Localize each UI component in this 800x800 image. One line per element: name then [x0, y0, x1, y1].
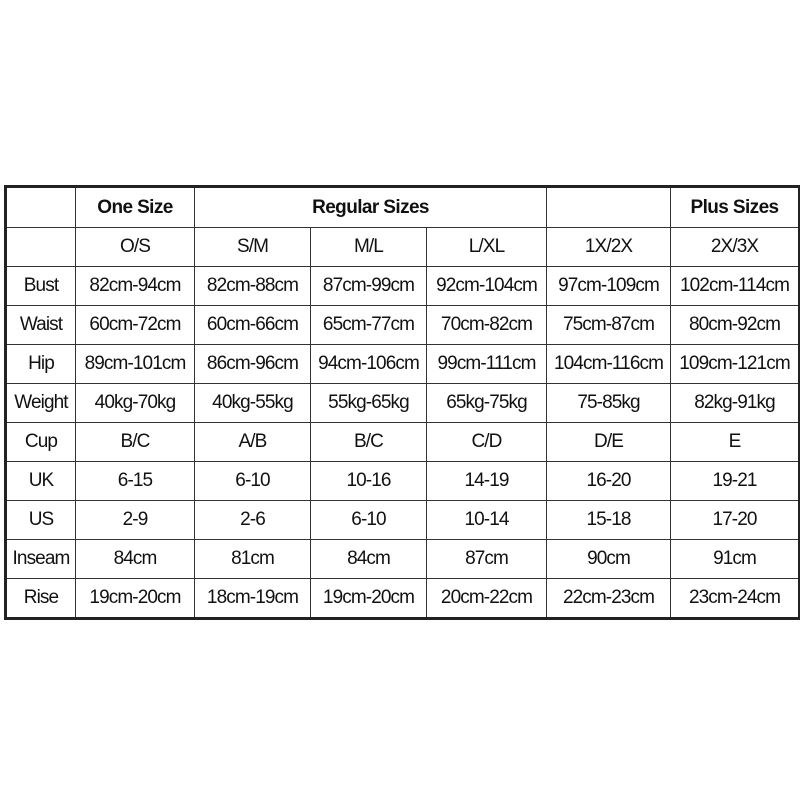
- row-label: UK: [5, 461, 76, 501]
- table-cell: 84cm: [75, 539, 195, 579]
- table-cell: 2-9: [75, 500, 195, 540]
- table-cell: 16-20: [546, 461, 672, 501]
- table-cell: 70cm-82cm: [425, 305, 548, 345]
- table-cell: A/B: [194, 422, 311, 462]
- table-cell: 91cm: [670, 539, 800, 579]
- row-label: Cup: [5, 422, 76, 462]
- table-cell: 97cm-109cm: [546, 266, 672, 306]
- table-cell: 87cm-99cm: [310, 266, 427, 306]
- table-cell: 60cm-66cm: [194, 305, 311, 345]
- table-cell: 81cm: [194, 539, 311, 579]
- table-cell: 6-10: [310, 500, 427, 540]
- table-cell: 55kg-65kg: [310, 383, 427, 423]
- table-row: Hip 89cm-101cm 86cm-96cm 94cm-106cm 99cm-111…: [5, 344, 800, 384]
- group-empty-cell: [546, 186, 672, 228]
- table-cell: 82cm-94cm: [75, 266, 195, 306]
- size-header: M/L: [310, 227, 427, 267]
- corner-cell: [5, 227, 76, 267]
- table-cell: 82kg-91kg: [670, 383, 800, 423]
- table-cell: B/C: [310, 422, 427, 462]
- table-cell: 14-19: [425, 461, 548, 501]
- table-cell: 19cm-20cm: [75, 578, 195, 619]
- table-cell: E: [670, 422, 800, 462]
- table-cell: 19-21: [670, 461, 800, 501]
- table-cell: 65kg-75kg: [425, 383, 548, 423]
- table-cell: 102cm-114cm: [670, 266, 800, 306]
- table-cell: 15-18: [546, 500, 672, 540]
- row-label: US: [5, 500, 76, 540]
- row-label: Bust: [5, 266, 76, 306]
- table-cell: 17-20: [670, 500, 800, 540]
- table-cell: 75-85kg: [546, 383, 672, 423]
- table-cell: 80cm-92cm: [670, 305, 800, 345]
- table-cell: 40kg-70kg: [75, 383, 195, 423]
- size-header: O/S: [75, 227, 195, 267]
- table-row: UK 6-15 6-10 10-16 14-19 16-20 19-21: [5, 461, 800, 501]
- table-row: Rise 19cm-20cm 18cm-19cm 19cm-20cm 20cm-22cm…: [5, 578, 800, 619]
- table-row: Weight 40kg-70kg 40kg-55kg 55kg-65kg 65kg-75…: [5, 383, 800, 423]
- row-label: Weight: [5, 383, 76, 423]
- table-cell: B/C: [75, 422, 195, 462]
- row-label: Inseam: [5, 539, 76, 579]
- size-header: S/M: [194, 227, 311, 267]
- group-one-size: One Size: [75, 186, 195, 228]
- row-label: Hip: [5, 344, 76, 384]
- table-cell: 87cm: [425, 539, 548, 579]
- table-cell: 109cm-121cm: [670, 344, 800, 384]
- table-cell: D/E: [546, 422, 672, 462]
- table-cell: 65cm-77cm: [310, 305, 427, 345]
- table-cell: 20cm-22cm: [425, 578, 548, 619]
- size-header: L/XL: [425, 227, 548, 267]
- table-cell: 99cm-111cm: [425, 344, 548, 384]
- size-header: 1X/2X: [546, 227, 672, 267]
- table-cell: 40kg-55kg: [194, 383, 311, 423]
- table-cell: 86cm-96cm: [194, 344, 311, 384]
- size-chart-table: One Size Regular Sizes Plus Sizes O/S S/…: [4, 185, 800, 620]
- table-row: US 2-9 2-6 6-10 10-14 15-18 17-20: [5, 500, 800, 540]
- size-header-row: O/S S/M M/L L/XL 1X/2X 2X/3X: [5, 227, 800, 267]
- table-cell: 94cm-106cm: [310, 344, 427, 384]
- table-row: Waist 60cm-72cm 60cm-66cm 65cm-77cm 70cm-82c…: [5, 305, 800, 345]
- table-cell: 10-14: [425, 500, 548, 540]
- table-cell: 19cm-20cm: [310, 578, 427, 619]
- table-cell: 23cm-24cm: [670, 578, 800, 619]
- table-cell: 75cm-87cm: [546, 305, 672, 345]
- table-cell: 6-10: [194, 461, 311, 501]
- row-label: Waist: [5, 305, 76, 345]
- table-cell: C/D: [425, 422, 548, 462]
- group-regular-sizes: Regular Sizes: [193, 186, 548, 228]
- table-cell: 90cm: [546, 539, 672, 579]
- size-header: 2X/3X: [670, 227, 800, 267]
- table-row: Bust 82cm-94cm 82cm-88cm 87cm-99cm 92cm-104c…: [5, 266, 800, 306]
- table-cell: 22cm-23cm: [546, 578, 672, 619]
- table-row: Inseam 84cm 81cm 84cm 87cm 90cm 91cm: [5, 539, 800, 579]
- table-cell: 89cm-101cm: [75, 344, 195, 384]
- table-cell: 82cm-88cm: [194, 266, 311, 306]
- table-cell: 6-15: [75, 461, 195, 501]
- table-cell: 92cm-104cm: [425, 266, 548, 306]
- table-cell: 60cm-72cm: [75, 305, 195, 345]
- group-header-row: One Size Regular Sizes Plus Sizes: [5, 186, 800, 228]
- table-cell: 104cm-116cm: [546, 344, 672, 384]
- table-cell: 10-16: [310, 461, 427, 501]
- table-cell: 2-6: [194, 500, 311, 540]
- row-label: Rise: [5, 578, 76, 619]
- table-cell: 84cm: [310, 539, 427, 579]
- corner-cell: [5, 186, 76, 228]
- table-cell: 18cm-19cm: [194, 578, 311, 619]
- group-plus-sizes: Plus Sizes: [670, 186, 800, 228]
- table-row: Cup B/C A/B B/C C/D D/E E: [5, 422, 800, 462]
